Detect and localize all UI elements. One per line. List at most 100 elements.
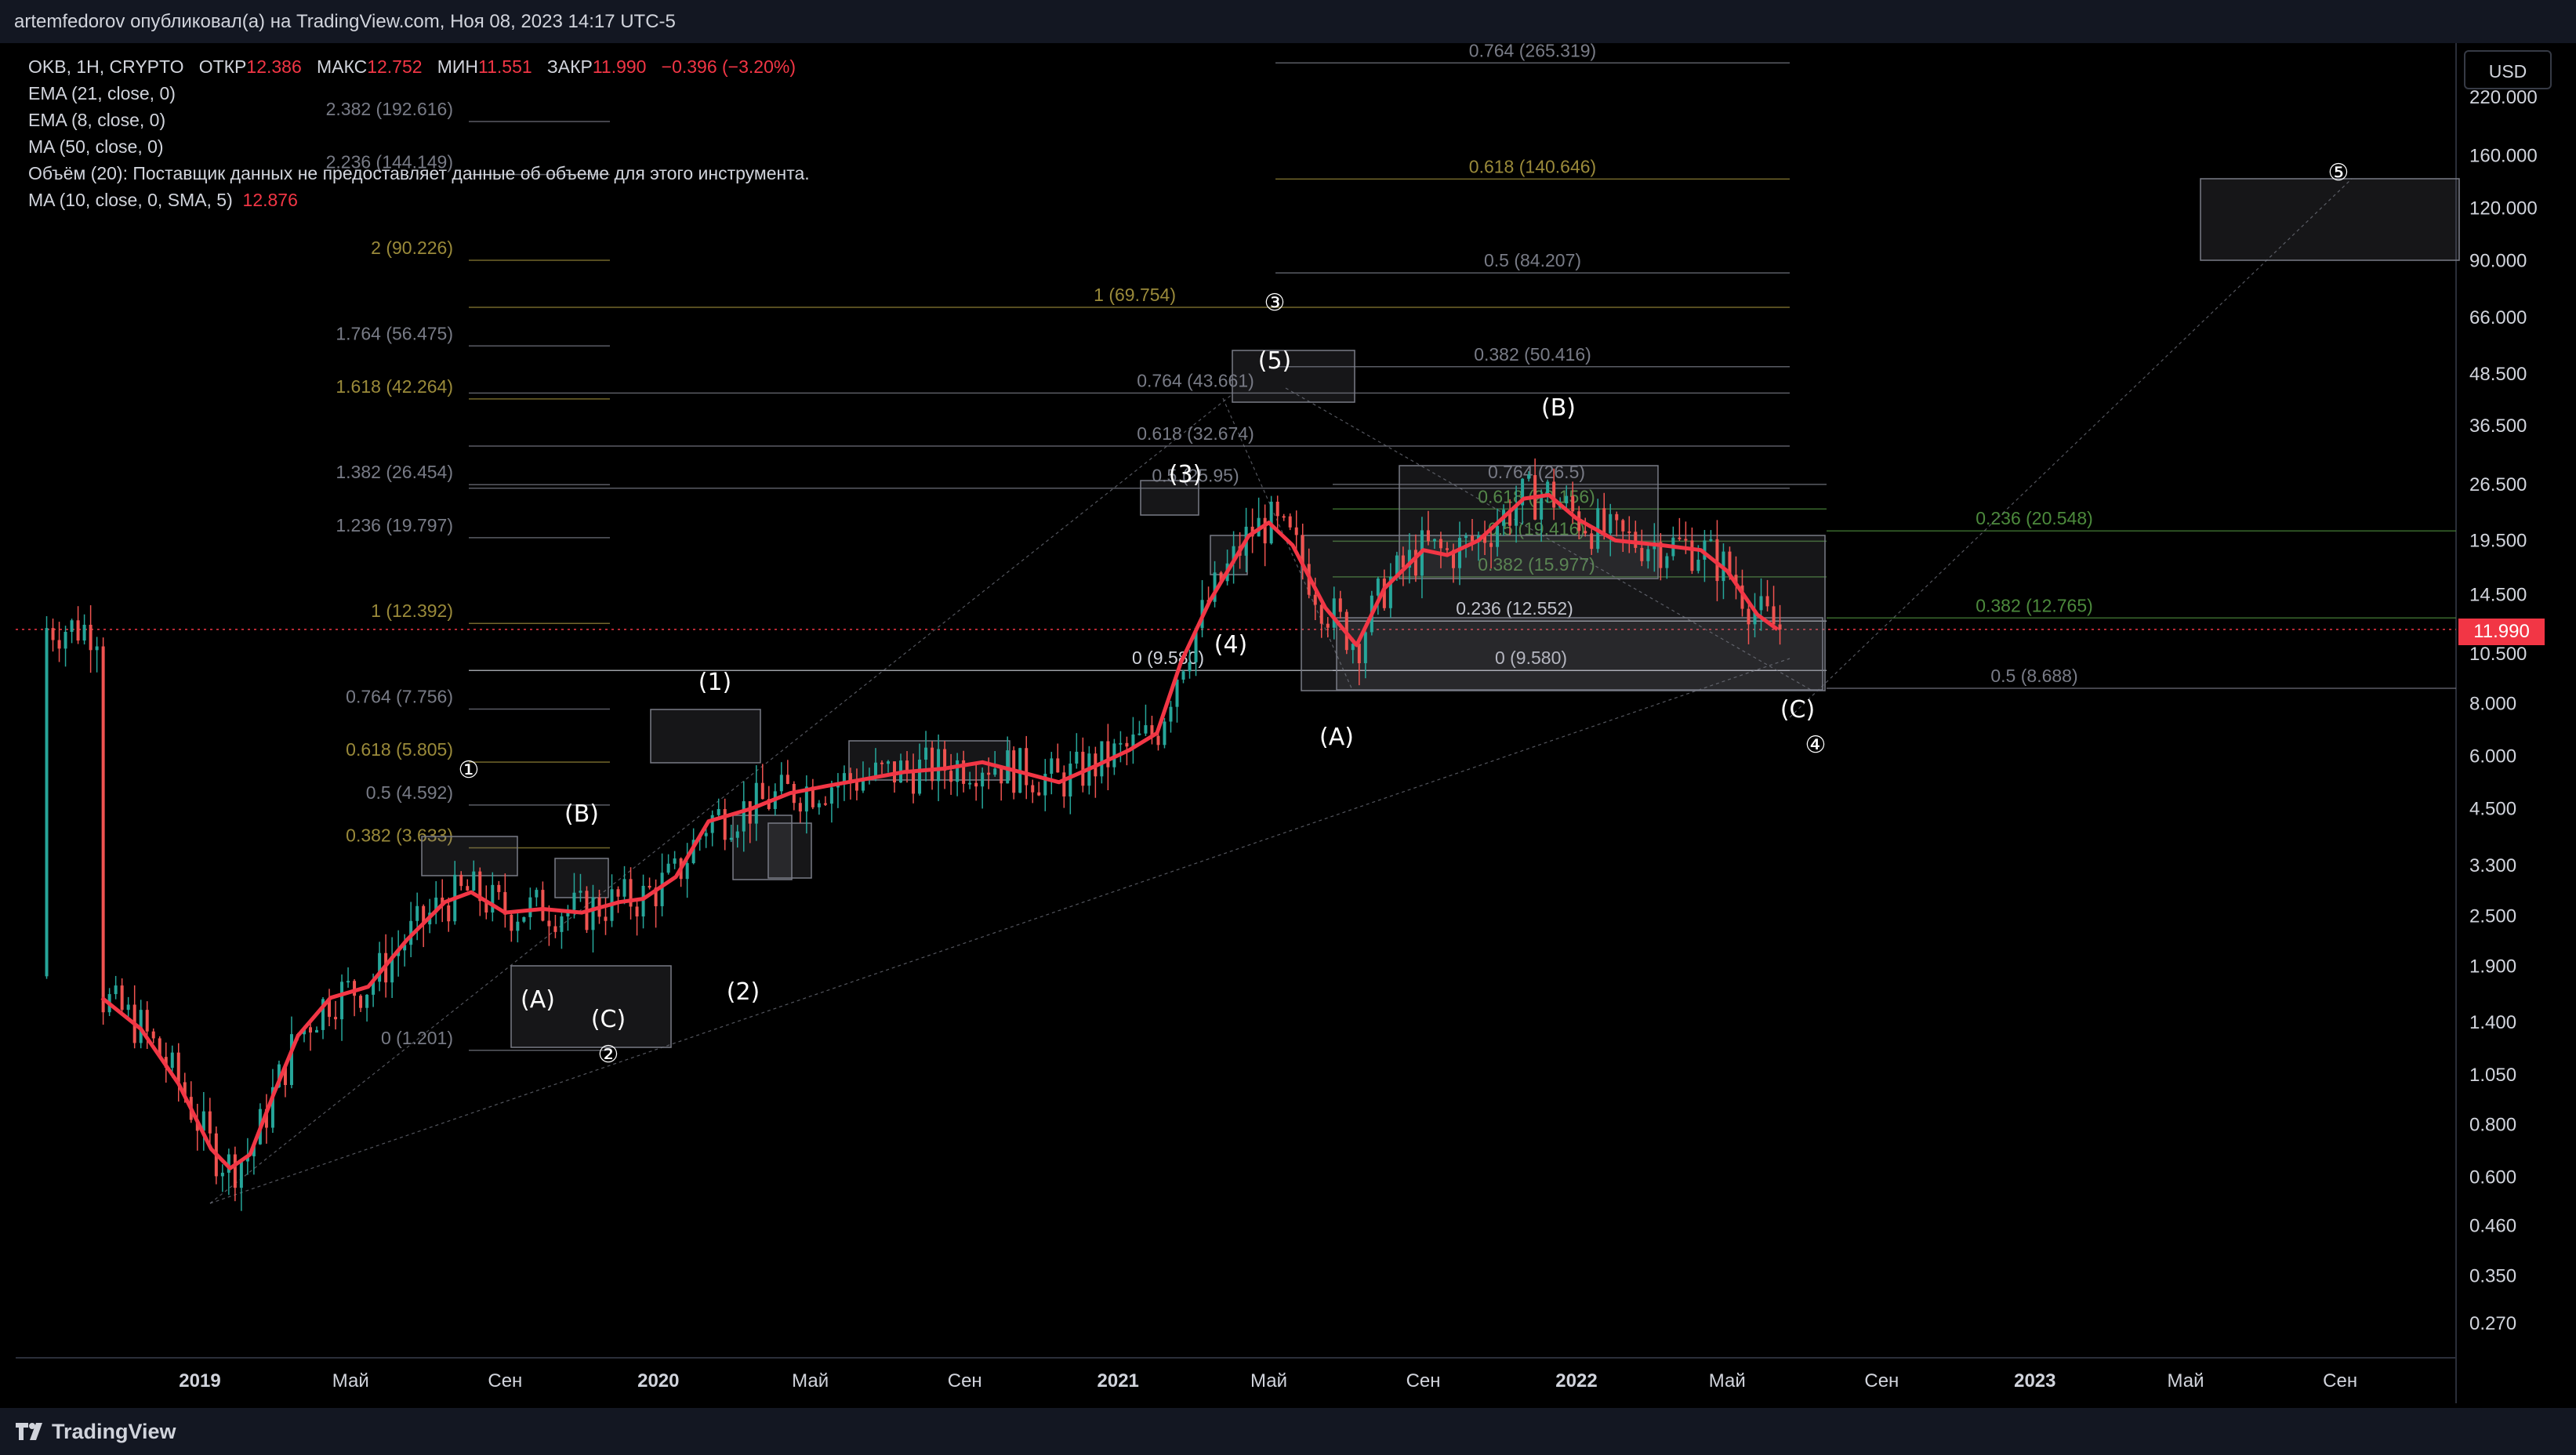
candle-body	[1181, 671, 1185, 680]
fib-level-label: 0.618 (5.805)	[346, 739, 453, 760]
time-tick-label: Май	[2168, 1370, 2204, 1392]
candle-body	[1000, 768, 1003, 784]
price-tick-label: 2.500	[2469, 906, 2516, 927]
candle-body	[1219, 572, 1223, 582]
candle-body	[918, 760, 922, 794]
candle-body	[974, 782, 978, 787]
open-label: ОТКР	[198, 56, 247, 77]
price-tick-label: 36.500	[2469, 415, 2527, 437]
fib-level-label: 0.764 (43.661)	[1137, 370, 1254, 390]
fib-level-label: 0.236 (20.548)	[1976, 508, 2093, 528]
wave-label: (1)	[698, 669, 732, 696]
candle-body	[1376, 578, 1380, 596]
candle-body	[1615, 513, 1619, 521]
candle-body	[321, 999, 325, 1030]
currency-button[interactable]: USD	[2464, 50, 2552, 89]
candle-body	[1728, 551, 1732, 575]
fib-level-label: 1.236 (19.797)	[336, 515, 453, 535]
price-chart[interactable]: 2.382 (192.616) 2.236 (144.149) 2 (90.226)…	[0, 43, 2576, 1408]
candle-body	[1282, 516, 1286, 518]
indicator-legend: OKB, 1H, CRYPTO ОТКР12.386 МАКС12.752 МИ…	[28, 53, 810, 213]
candle-body	[641, 885, 645, 917]
symbol-ohlc-row[interactable]: OKB, 1H, CRYPTO ОТКР12.386 МАКС12.752 МИ…	[28, 53, 810, 80]
candle-body	[1131, 734, 1135, 747]
candle-body	[45, 628, 49, 977]
trend-line	[1285, 387, 1812, 691]
candle-body	[51, 628, 55, 640]
indicator-ma50[interactable]: MA (50, close, 0)	[28, 136, 164, 157]
candle-body	[516, 921, 520, 931]
candle-body	[629, 879, 633, 907]
price-tick-label: 8.000	[2469, 693, 2516, 714]
candle-body	[1753, 610, 1757, 625]
fib-level-label: 2.382 (192.616)	[326, 99, 453, 119]
trend-line	[209, 658, 1791, 1204]
candle-body	[1263, 517, 1267, 544]
candle-body	[472, 871, 476, 891]
candle-body	[1432, 539, 1436, 542]
ma10-label: MA (10, close, 0, SMA, 5)	[28, 190, 233, 210]
candle-body	[1471, 535, 1475, 542]
candle-body	[528, 897, 532, 917]
wave-label: ②	[598, 1041, 619, 1069]
indicator-ma10[interactable]: MA (10, close, 0, SMA, 5) 12.876	[28, 187, 810, 213]
indicator-volume[interactable]: Объём (20): Поставщик данных не предоста…	[28, 163, 810, 183]
fib-level-label: 0.382 (12.765)	[1976, 595, 2093, 615]
candle-body	[484, 901, 488, 913]
candle-body	[434, 897, 438, 913]
candle-body	[372, 981, 376, 995]
candle-body	[158, 1038, 161, 1058]
candle-body	[748, 801, 752, 824]
fib-level-label: 0.764 (7.756)	[346, 687, 453, 707]
candle-body	[1659, 542, 1663, 568]
candle-body	[1527, 474, 1531, 479]
price-tick-label: 48.500	[2469, 364, 2527, 385]
candle-body	[1715, 539, 1719, 582]
candle-body	[245, 1156, 249, 1162]
candle-body	[931, 747, 934, 782]
candle-body	[1326, 623, 1330, 628]
candle-body	[1081, 751, 1085, 786]
price-tick-label: 4.500	[2469, 799, 2516, 820]
wave-label: ⑤	[2328, 159, 2349, 187]
fib-level-label: 0.618 (140.646)	[1469, 156, 1596, 176]
candle-body	[1163, 721, 1166, 746]
fib-level-label: 0.5 (84.207)	[1484, 250, 1581, 270]
chart-area[interactable]: 2.382 (192.616) 2.236 (144.149) 2 (90.226)…	[0, 43, 2576, 1408]
fib-level-label: 1.382 (26.454)	[336, 462, 453, 482]
candle-body	[415, 905, 419, 921]
symbol-label[interactable]: OKB, 1H, CRYPTO	[28, 56, 184, 77]
candle-body	[1169, 706, 1173, 722]
candle-body	[1150, 725, 1154, 736]
candle-body	[1646, 549, 1650, 561]
indicator-ema8[interactable]: EMA (8, close, 0)	[28, 110, 166, 130]
candle-body	[1043, 774, 1047, 796]
candle-body	[359, 996, 363, 1008]
time-tick-label: Май	[1250, 1370, 1287, 1392]
candle-body	[346, 981, 350, 983]
candle-body	[673, 858, 677, 864]
candle-body	[717, 809, 720, 815]
candle-body	[943, 749, 947, 771]
time-tick-label: 2021	[1098, 1370, 1139, 1392]
fib-level-label: 1 (69.754)	[1094, 285, 1176, 305]
candle-body	[1508, 510, 1512, 526]
tradingview-logo-text[interactable]: TradingView	[52, 1419, 176, 1443]
price-tick-label: 1.050	[2469, 1065, 2516, 1086]
candle-body	[239, 1161, 243, 1188]
ma10-line	[100, 492, 1779, 1170]
candle-body	[114, 985, 118, 995]
candle-body	[1665, 556, 1669, 568]
indicator-ema21[interactable]: EMA (21, close, 0)	[28, 83, 176, 103]
wave-label: (C)	[1780, 696, 1815, 724]
candle-body	[591, 897, 595, 931]
candle-body	[981, 772, 985, 787]
candle-body	[735, 831, 739, 838]
candle-body	[422, 905, 426, 925]
candle-body	[1540, 495, 1544, 520]
wave-label: (5)	[1258, 347, 1292, 375]
candle-body	[654, 887, 658, 906]
candle-body	[880, 762, 883, 764]
chart-grid	[16, 43, 2457, 1403]
annotation-box	[1336, 617, 1823, 691]
